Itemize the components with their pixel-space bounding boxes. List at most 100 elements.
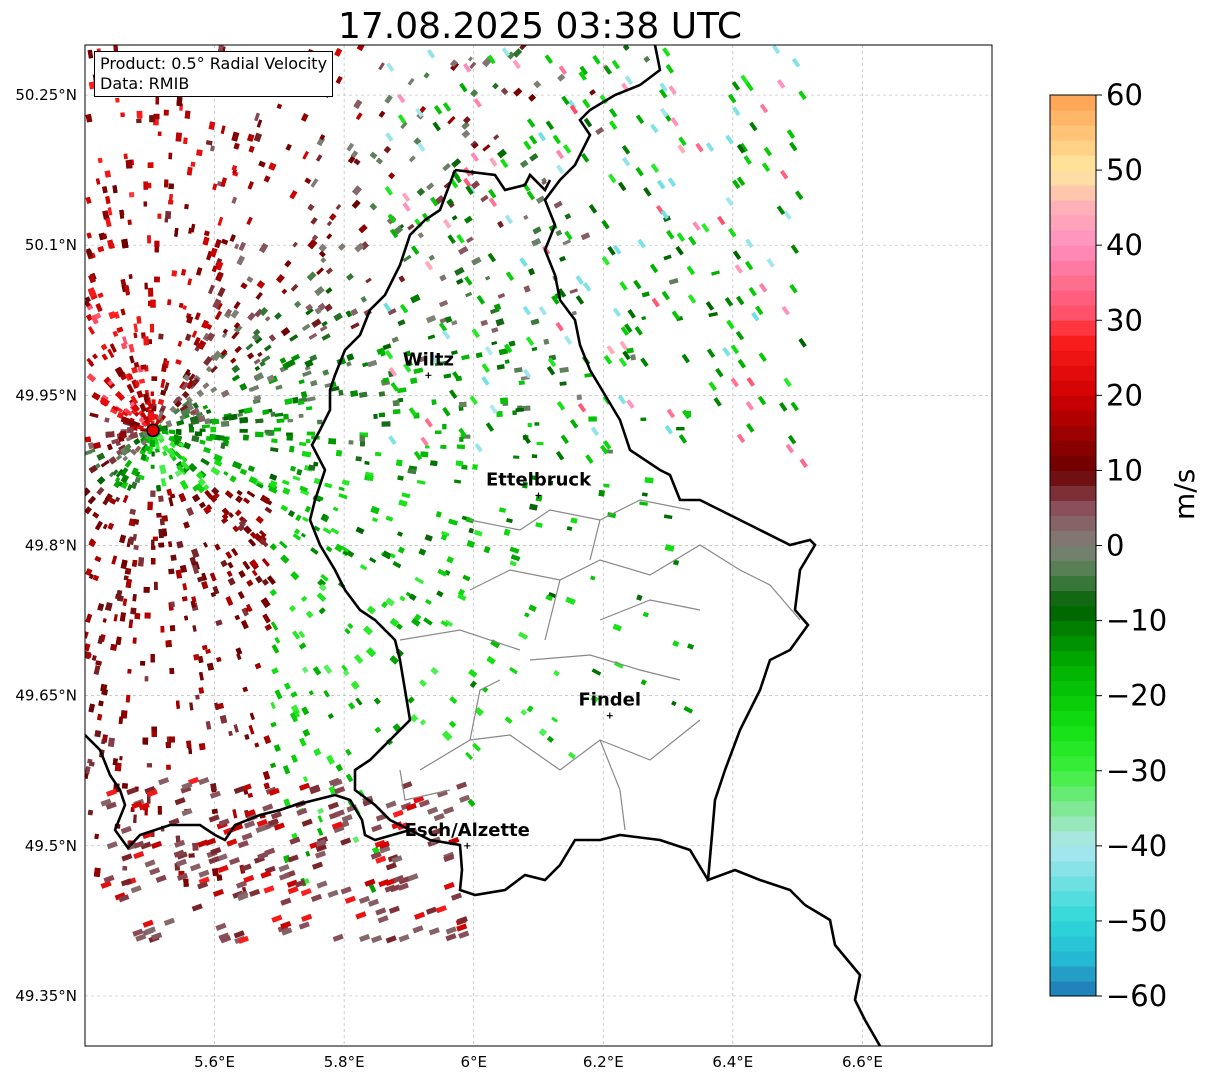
velocity-bin [290,571,300,581]
velocity-bin [287,509,296,518]
velocity-bin [489,157,498,167]
velocity-bin [157,410,164,421]
velocity-bin [456,923,468,932]
velocity-bin [424,598,432,606]
velocity-bin [129,508,136,515]
velocity-bin [419,719,427,726]
velocity-bin [401,492,411,499]
velocity-bin [130,448,138,456]
velocity-bin [664,424,674,435]
velocity-bin [591,668,602,676]
velocity-bin [107,348,115,358]
velocity-bin [651,297,660,308]
velocity-bin [319,325,328,332]
velocity-bin [105,602,113,611]
velocity-bin [715,367,724,378]
velocity-bin [253,328,261,337]
velocity-bin [168,474,174,480]
radar-velocity-field [85,45,808,945]
velocity-bin [338,243,346,251]
velocity-bin [603,354,613,365]
velocity-bin [427,334,436,340]
velocity-bin [267,431,273,436]
velocity-bin [456,444,466,450]
velocity-bin [215,271,224,282]
velocity-bin [201,319,209,329]
velocity-bin [119,755,123,761]
velocity-bin [91,392,101,401]
velocity-bin [243,407,253,414]
velocity-bin [298,642,307,650]
velocity-bin [551,295,560,305]
velocity-bin [726,319,735,330]
velocity-bin [220,389,230,398]
velocity-bin [606,449,613,454]
velocity-bin [419,679,427,687]
velocity-bin [459,437,464,442]
velocity-bin [95,302,103,313]
velocity-bin [359,563,368,571]
velocity-bin [388,905,400,914]
velocity-bin [97,246,105,253]
velocity-bin [328,785,337,795]
velocity-bin [235,880,248,889]
velocity-bin [112,758,118,766]
velocity-bin [203,446,211,454]
velocity-bin [668,277,679,285]
velocity-bin [142,831,154,840]
velocity-bin [189,863,202,872]
velocity-bin [294,528,301,535]
velocity-bin [497,293,506,299]
velocity-bin [590,694,599,703]
velocity-bin [450,350,458,356]
velocity-bin [205,648,211,654]
velocity-bin [503,528,511,536]
velocity-bin [374,726,382,734]
velocity-bin [640,357,649,368]
velocity-bin [364,461,370,465]
velocity-bin [163,917,175,926]
velocity-bin [330,527,340,535]
velocity-bin [184,110,191,119]
velocity-bin [192,564,199,574]
velocity-bin [695,142,704,153]
velocity-bin [238,570,246,578]
velocity-bin [247,352,255,360]
velocity-bin [264,623,273,632]
velocity-bin [686,265,696,276]
velocity-bin [603,65,613,75]
velocity-bin [284,260,292,268]
lon-tick-label: 6.2°E [583,1053,624,1071]
velocity-bin [153,581,158,590]
velocity-bin [311,861,324,870]
velocity-bin [438,322,448,332]
velocity-bin [176,540,184,549]
velocity-bin [515,407,524,412]
velocity-bin [239,468,248,476]
national-border [543,45,882,1046]
velocity-bin [397,546,405,554]
velocity-bin [397,114,407,124]
velocity-bin [476,295,486,305]
velocity-bin [235,495,243,503]
velocity-bin [305,850,311,857]
velocity-bin [168,736,176,743]
velocity-bin [483,546,491,554]
velocity-bin [274,312,282,320]
velocity-bin [103,874,115,884]
velocity-bin [249,531,257,539]
velocity-bin [123,153,128,160]
velocity-bin [352,836,360,843]
velocity-bin [96,476,106,485]
velocity-bin [113,613,118,622]
velocity-bin [247,181,254,190]
velocity-bin [165,742,171,749]
velocity-bin [236,489,243,496]
velocity-bin [498,348,509,356]
velocity-bin [378,391,386,397]
velocity-bin [400,121,408,130]
velocity-bin [101,739,106,745]
velocity-bin [513,87,523,97]
velocity-bin [444,315,453,324]
velocity-bin [174,451,183,460]
